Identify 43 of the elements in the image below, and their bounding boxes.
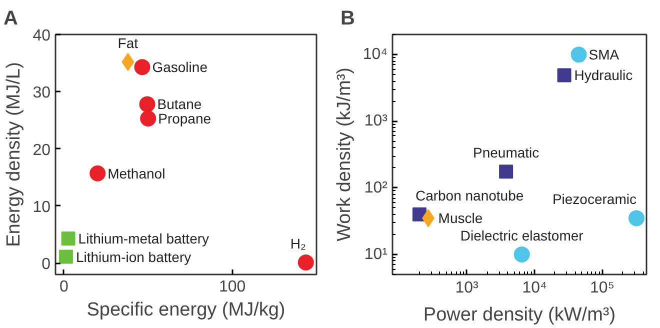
point: [140, 110, 156, 126]
y-tick-label: 10¹: [364, 246, 388, 263]
y-tick-label: 30: [32, 84, 51, 102]
x-tick-label: 10⁴: [522, 280, 547, 296]
point: [139, 96, 156, 112]
annotation: Pneumatic: [472, 144, 540, 161]
annotation: SMA: [588, 46, 620, 63]
annotation: Muscle: [438, 210, 483, 226]
point: [298, 254, 314, 270]
y-tick-label: 10³: [364, 112, 388, 130]
point: [58, 250, 73, 264]
x-tick-label: 10⁵: [590, 280, 614, 296]
x-tick-label: 0: [59, 278, 68, 296]
chart-title: B: [340, 8, 355, 30]
annotation: Gasoline: [152, 59, 208, 76]
annotation: Hydraulic: [574, 67, 633, 84]
chart-title: A: [4, 8, 18, 30]
y-axis-title: Work density (kJ/m³): [334, 68, 355, 242]
annotation: Propane: [158, 110, 212, 126]
annotation: Butane: [157, 96, 202, 112]
x-tick-label: 100: [218, 278, 246, 296]
point: [61, 232, 76, 246]
annotation: H₂: [290, 236, 306, 252]
annotation: Methanol: [108, 165, 166, 182]
x-tick-label: 10³: [455, 280, 480, 296]
point: [90, 165, 106, 182]
annotation: Carbon nanotube: [415, 187, 524, 204]
annotation: Dielectric elastomer: [460, 227, 584, 244]
y-tick-label: 10: [32, 198, 51, 216]
y-tick-label: 10⁴: [362, 46, 388, 64]
y-axis-title: Energy density (MJ/L): [4, 62, 25, 247]
x-axis-title: Specific energy (MJ/kg): [86, 300, 286, 320]
annotation: Lithium-metal battery: [78, 230, 210, 246]
x-axis-title: Power density (kW/m³): [423, 304, 616, 326]
point: [122, 52, 134, 71]
y-tick-label: 0: [42, 256, 51, 274]
y-tick-label: 40: [32, 28, 51, 44]
y-tick-label: 10²: [364, 179, 388, 196]
annotation: Lithium-ion battery: [76, 248, 192, 265]
annotation: Piezoceramic: [552, 191, 636, 208]
point: [134, 59, 150, 76]
annotation: Fat: [118, 34, 138, 51]
y-tick-label: 20: [32, 142, 51, 159]
